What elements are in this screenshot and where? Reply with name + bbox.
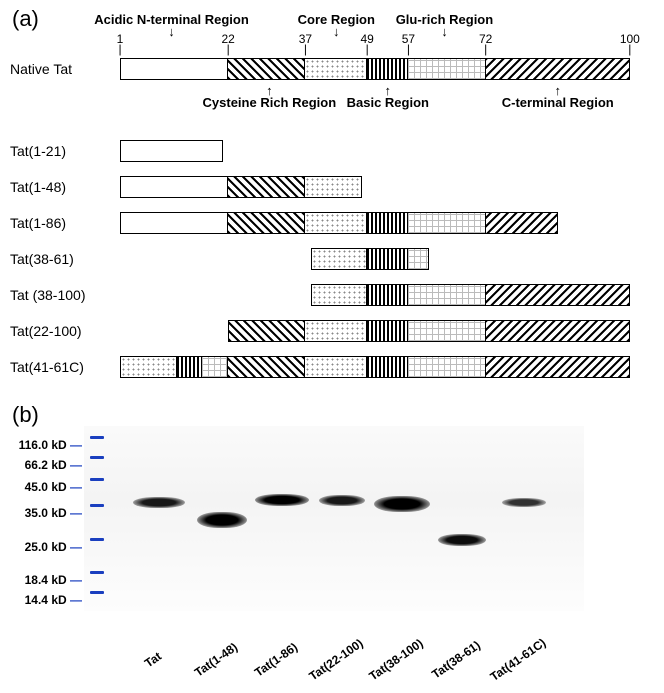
segment bbox=[228, 58, 305, 80]
protein-name: Tat(1-48) bbox=[10, 179, 66, 195]
segment bbox=[408, 284, 485, 306]
segment bbox=[367, 320, 408, 342]
gel-band bbox=[502, 498, 546, 507]
segment bbox=[408, 320, 485, 342]
segment bbox=[367, 212, 408, 234]
mw-marker-label: 116.0 kD — bbox=[19, 438, 82, 452]
ladder-band bbox=[90, 478, 104, 481]
protein-row: Tat(1-21) bbox=[10, 140, 650, 164]
segment bbox=[486, 284, 630, 306]
segment bbox=[228, 356, 305, 378]
protein-row: Tat (38-100) bbox=[10, 284, 650, 308]
protein-row: Tat(22-100) bbox=[10, 320, 650, 344]
ladder-band bbox=[90, 436, 104, 439]
segment bbox=[120, 212, 228, 234]
lane-label: Tat(41-61C) bbox=[488, 636, 549, 684]
ladder-band bbox=[90, 571, 104, 574]
segment bbox=[305, 176, 362, 198]
segment bbox=[408, 212, 485, 234]
tick-100: 100| bbox=[620, 32, 640, 52]
segment bbox=[228, 176, 305, 198]
segment bbox=[120, 58, 228, 80]
segment bbox=[367, 248, 408, 270]
protein-row: Native Tat bbox=[10, 58, 650, 82]
protein-row: Tat(38-61) bbox=[10, 248, 650, 272]
tick-1: 1| bbox=[117, 32, 124, 52]
protein-name: Tat (38-100) bbox=[10, 287, 85, 303]
tick-49: 49| bbox=[361, 32, 374, 52]
mw-marker-label: 18.4 kD — bbox=[25, 573, 82, 587]
segment bbox=[177, 356, 203, 378]
lane-label: Tat(1-86) bbox=[252, 640, 300, 680]
segment bbox=[486, 320, 630, 342]
gel-image bbox=[84, 426, 584, 611]
segment bbox=[228, 320, 305, 342]
protein-name: Tat(22-100) bbox=[10, 323, 82, 339]
ladder-band bbox=[90, 456, 104, 459]
panel-b-label: (b) bbox=[12, 402, 39, 428]
protein-row: Tat(1-48) bbox=[10, 176, 650, 200]
segment bbox=[305, 320, 367, 342]
segment bbox=[305, 58, 367, 80]
gel-band bbox=[197, 512, 247, 528]
segment bbox=[228, 212, 305, 234]
ladder-band bbox=[90, 504, 104, 507]
gel-band bbox=[255, 494, 309, 506]
segment bbox=[367, 58, 408, 80]
segment bbox=[305, 356, 367, 378]
bottom-region-label: ↑Cysteine Rich Region bbox=[203, 86, 337, 110]
segment bbox=[311, 248, 368, 270]
gel-band bbox=[374, 496, 430, 512]
segment bbox=[408, 356, 485, 378]
segment bbox=[311, 284, 368, 306]
mw-marker-label: 45.0 kD — bbox=[25, 480, 82, 494]
protein-name: Tat(38-61) bbox=[10, 251, 74, 267]
segment bbox=[120, 356, 177, 378]
ladder-band bbox=[90, 591, 104, 594]
segment bbox=[367, 284, 408, 306]
mw-marker-label: 66.2 kD — bbox=[25, 458, 82, 472]
segment bbox=[120, 176, 228, 198]
segment bbox=[367, 356, 408, 378]
mw-marker-label: 35.0 kD — bbox=[25, 506, 82, 520]
gel-band bbox=[319, 495, 365, 506]
protein-row: Tat(1-86) bbox=[10, 212, 650, 236]
segment bbox=[486, 212, 558, 234]
segment bbox=[486, 58, 630, 80]
tick-22: 22| bbox=[221, 32, 234, 52]
mw-marker-label: 14.4 kD — bbox=[25, 593, 82, 607]
gel-band bbox=[133, 497, 185, 508]
segment bbox=[120, 140, 223, 162]
segment bbox=[408, 248, 429, 270]
segment bbox=[486, 356, 630, 378]
mw-marker-label: 25.0 kD — bbox=[25, 540, 82, 554]
lane-label: Tat(38-100) bbox=[366, 636, 425, 683]
panel-b: (b) 116.0 kD —66.2 kD —45.0 kD —35.0 kD … bbox=[10, 406, 650, 681]
tick-37: 37| bbox=[299, 32, 312, 52]
segment bbox=[305, 212, 367, 234]
segment bbox=[408, 58, 485, 80]
protein-name: Tat(1-86) bbox=[10, 215, 66, 231]
protein-name: Native Tat bbox=[10, 61, 72, 77]
lane-label: Tat bbox=[142, 649, 164, 670]
lane-label: Tat(22-100) bbox=[306, 636, 365, 683]
panel-a: (a) Acidic N-terminal Region↓Core Region… bbox=[10, 10, 650, 400]
ladder-band bbox=[90, 538, 104, 541]
tick-57: 57| bbox=[402, 32, 415, 52]
segment bbox=[202, 356, 228, 378]
bottom-region-label: ↑C-terminal Region bbox=[502, 86, 614, 110]
bottom-region-label: ↑Basic Region bbox=[347, 86, 429, 110]
protein-name: Tat(1-21) bbox=[10, 143, 66, 159]
protein-name: Tat(41-61C) bbox=[10, 359, 84, 375]
panel-a-label: (a) bbox=[12, 6, 39, 32]
lane-label: Tat(1-48) bbox=[192, 640, 240, 680]
gel-band bbox=[438, 534, 486, 546]
tick-72: 72| bbox=[479, 32, 492, 52]
protein-row: Tat(41-61C) bbox=[10, 356, 650, 380]
lane-label: Tat(38-61) bbox=[429, 638, 483, 681]
